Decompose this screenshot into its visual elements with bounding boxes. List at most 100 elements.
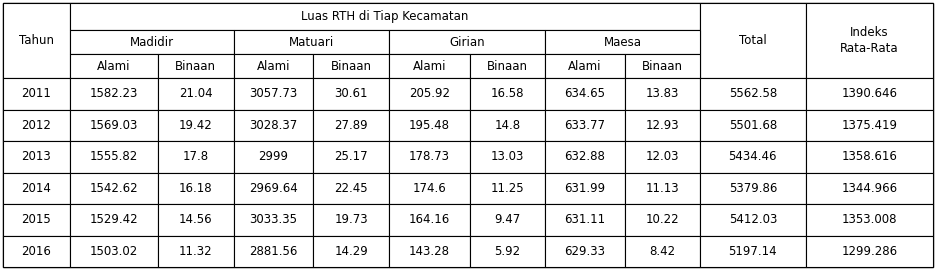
Polygon shape (234, 173, 314, 204)
Text: 1358.616: 1358.616 (841, 150, 898, 163)
Text: Binaan: Binaan (330, 59, 372, 73)
Text: 30.61: 30.61 (334, 87, 368, 100)
Polygon shape (806, 235, 933, 267)
Polygon shape (806, 78, 933, 110)
Text: Binaan: Binaan (175, 59, 216, 73)
Polygon shape (158, 78, 234, 110)
Text: 2999: 2999 (258, 150, 288, 163)
Polygon shape (158, 110, 234, 141)
Polygon shape (700, 204, 806, 235)
Text: 12.03: 12.03 (646, 150, 680, 163)
Polygon shape (388, 235, 470, 267)
Polygon shape (806, 173, 933, 204)
Polygon shape (388, 173, 470, 204)
Text: 1375.419: 1375.419 (841, 119, 898, 132)
Polygon shape (3, 204, 69, 235)
Text: 2012: 2012 (22, 119, 51, 132)
Text: 2881.56: 2881.56 (249, 245, 298, 258)
Text: 143.28: 143.28 (409, 245, 449, 258)
Polygon shape (314, 204, 388, 235)
Text: 633.77: 633.77 (564, 119, 606, 132)
Text: Alami: Alami (256, 59, 290, 73)
Text: Indeks
Rata-Rata: Indeks Rata-Rata (840, 26, 899, 55)
Text: 3057.73: 3057.73 (249, 87, 298, 100)
Polygon shape (700, 110, 806, 141)
Polygon shape (388, 78, 470, 110)
Text: 19.73: 19.73 (334, 213, 368, 226)
Polygon shape (625, 110, 700, 141)
Text: Matuari: Matuari (288, 35, 334, 49)
Polygon shape (234, 204, 314, 235)
Polygon shape (234, 78, 314, 110)
Text: 1344.966: 1344.966 (841, 182, 898, 195)
Text: 11.13: 11.13 (646, 182, 680, 195)
Polygon shape (69, 110, 158, 141)
Text: 2015: 2015 (22, 213, 51, 226)
Text: Luas RTH di Tiap Kecamatan: Luas RTH di Tiap Kecamatan (301, 10, 469, 23)
Text: 2016: 2016 (22, 245, 51, 258)
Text: 8.42: 8.42 (650, 245, 676, 258)
Polygon shape (700, 3, 806, 78)
Text: 634.65: 634.65 (564, 87, 606, 100)
Text: 629.33: 629.33 (564, 245, 606, 258)
Polygon shape (69, 3, 700, 30)
Polygon shape (234, 141, 314, 173)
Text: 13.03: 13.03 (490, 150, 524, 163)
Text: 12.93: 12.93 (646, 119, 680, 132)
Polygon shape (3, 78, 69, 110)
Polygon shape (314, 141, 388, 173)
Polygon shape (69, 204, 158, 235)
Polygon shape (234, 30, 388, 54)
Text: 2011: 2011 (22, 87, 51, 100)
Text: 9.47: 9.47 (494, 213, 520, 226)
Text: 2014: 2014 (22, 182, 51, 195)
Text: 2013: 2013 (22, 150, 51, 163)
Text: 5412.03: 5412.03 (729, 213, 777, 226)
Text: 631.99: 631.99 (564, 182, 606, 195)
Text: 1582.23: 1582.23 (90, 87, 138, 100)
Text: 178.73: 178.73 (409, 150, 449, 163)
Text: 1503.02: 1503.02 (90, 245, 138, 258)
Polygon shape (388, 54, 470, 78)
Text: 1569.03: 1569.03 (90, 119, 138, 132)
Polygon shape (3, 3, 933, 267)
Polygon shape (625, 173, 700, 204)
Text: 21.04: 21.04 (179, 87, 212, 100)
Text: 1390.646: 1390.646 (841, 87, 898, 100)
Text: 5197.14: 5197.14 (728, 245, 777, 258)
Polygon shape (314, 235, 388, 267)
Text: 14.56: 14.56 (179, 213, 212, 226)
Polygon shape (69, 54, 158, 78)
Text: Girian: Girian (449, 35, 485, 49)
Text: 5562.58: 5562.58 (729, 87, 777, 100)
Polygon shape (545, 235, 625, 267)
Polygon shape (3, 173, 69, 204)
Polygon shape (388, 204, 470, 235)
Text: Maesa: Maesa (604, 35, 642, 49)
Text: 19.42: 19.42 (179, 119, 212, 132)
Polygon shape (158, 173, 234, 204)
Polygon shape (158, 204, 234, 235)
Text: 14.29: 14.29 (334, 245, 368, 258)
Polygon shape (700, 141, 806, 173)
Polygon shape (545, 173, 625, 204)
Text: Tahun: Tahun (19, 34, 53, 47)
Polygon shape (69, 78, 158, 110)
Polygon shape (625, 235, 700, 267)
Text: Binaan: Binaan (642, 59, 683, 73)
Text: Alami: Alami (413, 59, 446, 73)
Polygon shape (700, 235, 806, 267)
Polygon shape (388, 141, 470, 173)
Polygon shape (69, 235, 158, 267)
Polygon shape (314, 173, 388, 204)
Polygon shape (158, 235, 234, 267)
Text: 1555.82: 1555.82 (90, 150, 138, 163)
Text: 22.45: 22.45 (334, 182, 368, 195)
Polygon shape (234, 54, 314, 78)
Polygon shape (158, 141, 234, 173)
Text: 174.6: 174.6 (413, 182, 446, 195)
Polygon shape (470, 110, 545, 141)
Text: Alami: Alami (97, 59, 131, 73)
Polygon shape (545, 54, 625, 78)
Text: 3033.35: 3033.35 (250, 213, 298, 226)
